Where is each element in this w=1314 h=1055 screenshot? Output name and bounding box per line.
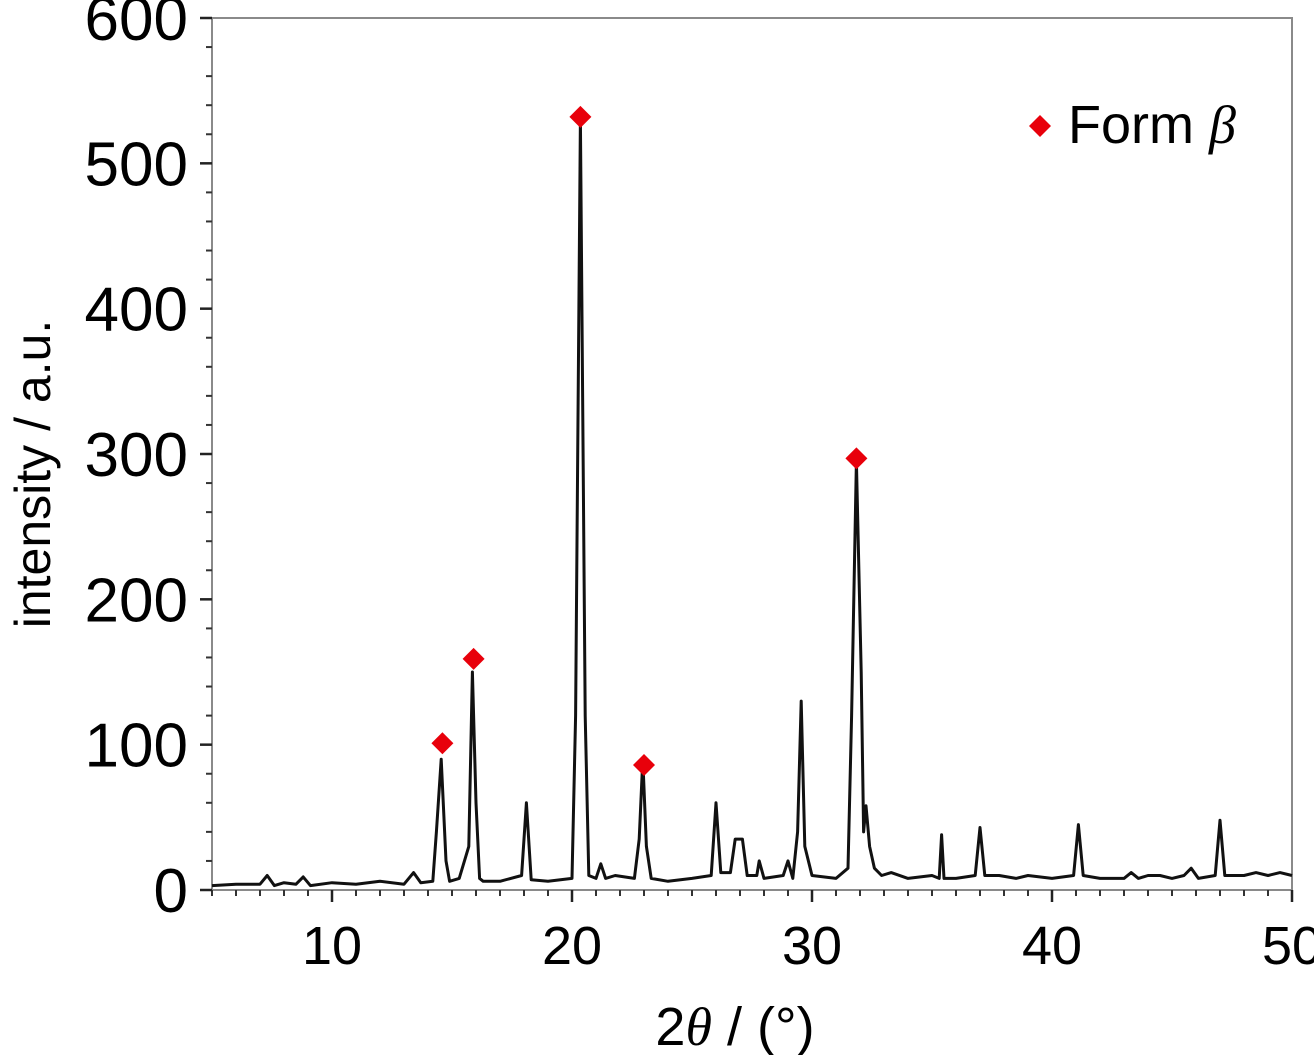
y-tick-label: 200 — [85, 566, 188, 635]
y-tick-label: 100 — [85, 712, 188, 781]
theta-symbol: θ — [685, 997, 712, 1055]
x-tick-labels: 10 20 30 40 50 — [302, 916, 1314, 976]
form-beta-markers — [431, 105, 868, 777]
form-beta-marker — [462, 647, 485, 670]
major-ticks — [200, 16, 1294, 902]
form-beta-marker — [569, 105, 592, 128]
x-tick-label: 40 — [1022, 916, 1082, 976]
legend: Form β — [1029, 95, 1236, 155]
y-tick-label: 0 — [154, 857, 188, 926]
legend-label-prefix: Form — [1068, 95, 1209, 155]
x-tick-label: 30 — [782, 916, 842, 976]
y-tick-labels: 0 100 200 300 400 500 600 — [85, 0, 188, 926]
x-axis-label: 2θ / (°) — [655, 997, 814, 1055]
form-beta-marker — [633, 754, 655, 777]
legend-diamond-icon — [1029, 115, 1051, 137]
y-tick-label: 400 — [85, 276, 188, 345]
x-axis-label-prefix: 2 — [655, 997, 685, 1055]
legend-label: Form β — [1068, 95, 1236, 155]
y-axis-label: intensity / a.u. — [5, 320, 61, 629]
y-tick-label: 300 — [85, 421, 188, 490]
minor-ticks — [206, 46, 1269, 896]
x-tick-label: 20 — [542, 916, 602, 976]
y-tick-label: 500 — [85, 130, 188, 199]
y-tick-label: 600 — [85, 0, 188, 54]
form-beta-marker — [845, 447, 868, 470]
x-tick-label: 10 — [302, 916, 362, 976]
x-axis-label-suffix: / (°) — [712, 997, 815, 1055]
form-beta-marker — [431, 732, 454, 755]
x-tick-label: 50 — [1262, 916, 1314, 976]
beta-symbol: β — [1208, 95, 1236, 155]
series-line — [211, 118, 1293, 888]
